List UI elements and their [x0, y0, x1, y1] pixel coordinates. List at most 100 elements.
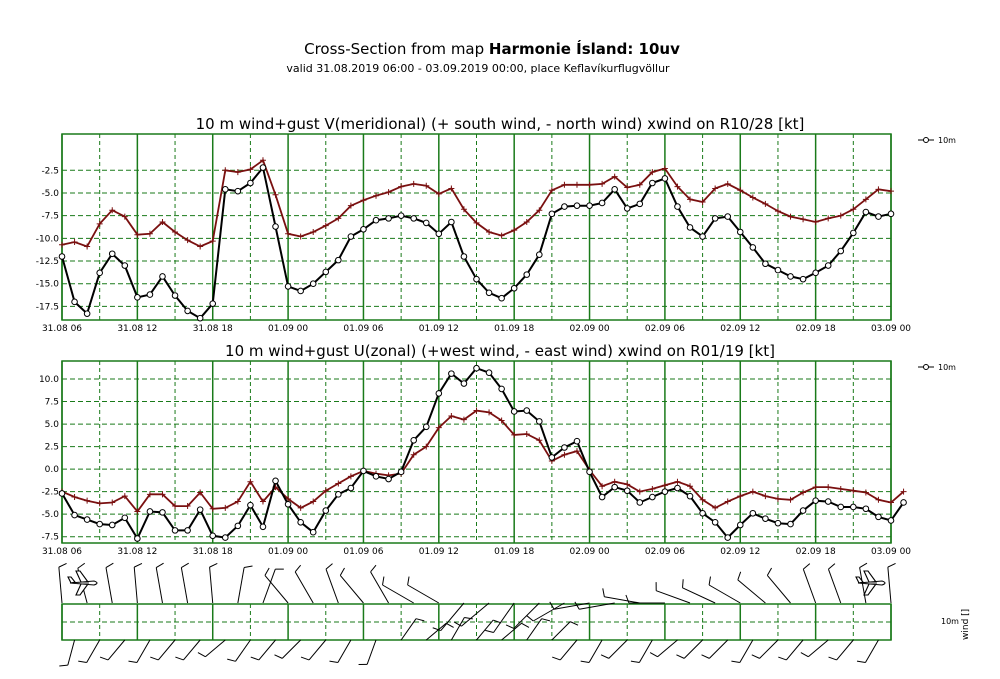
- zonal-wind-point: [749, 509, 757, 517]
- upper-wind-barb-feather: [181, 562, 189, 568]
- lower-wind-barb-feather: [300, 656, 310, 661]
- zonal-wind-point: [485, 369, 493, 377]
- meridional-gust-point: [523, 219, 530, 226]
- meridional-wind-point: [159, 273, 166, 280]
- lower-wind-barb-staff: [425, 622, 447, 641]
- zonal-wind-point: [372, 473, 380, 480]
- zonal-gust-point: [197, 489, 204, 496]
- zonal-gust-point: [96, 500, 103, 507]
- meridional-xtick-label: 01.09 12: [419, 324, 459, 334]
- zonal-gust-point: [762, 493, 769, 500]
- zonal-xtick-label: 01.09 00: [268, 547, 308, 557]
- zonal-wind-point: [284, 500, 292, 508]
- zonal-wind-point: [649, 493, 656, 501]
- meridional-gust-point: [385, 189, 392, 196]
- meridional-wind-point: [284, 283, 292, 290]
- zonal-gust-point: [699, 496, 706, 503]
- meridional-wind-point: [372, 216, 380, 224]
- zonal-wind-point: [309, 528, 317, 536]
- upper-wind-barb-feather: [505, 624, 515, 629]
- meridional-gust-point: [109, 207, 116, 214]
- lower-wind-barb-feather: [731, 660, 740, 664]
- meridional-wind-point: [247, 179, 254, 187]
- zonal-gust-point: [121, 493, 128, 500]
- zonal-wind-point: [435, 390, 443, 397]
- meridional-gust-point: [172, 228, 179, 235]
- lower-wind-barb-feather: [464, 616, 473, 620]
- zonal-wind-point: [598, 493, 606, 501]
- lower-wind-barb-feather: [175, 656, 184, 661]
- meridional-xtick-label: 03.09 00: [871, 324, 911, 334]
- meridional-wind-point: [221, 186, 229, 193]
- wind-barb-panel: 10m wind []: [58, 562, 971, 667]
- upper-wind-barb-staff: [58, 567, 63, 604]
- airplane-icon: [855, 570, 886, 596]
- meridional-wind-point: [699, 233, 706, 240]
- upper-wind-barb-feather: [407, 576, 410, 586]
- meridional-wind-point: [636, 200, 644, 208]
- zonal-wind-point: [96, 520, 103, 528]
- meridional-gust-point: [272, 191, 279, 198]
- meridional-wind-point: [724, 213, 732, 220]
- meridional-gust-point: [84, 243, 91, 250]
- lower-wind-barb-feather: [274, 654, 283, 659]
- meridional-gust-point: [347, 202, 354, 209]
- upper-wind-barb-feather: [58, 563, 67, 568]
- zonal-gust-point: [536, 437, 543, 444]
- lower-wind-barb-staff: [337, 639, 352, 663]
- zonal-gust-point: [636, 488, 643, 495]
- meridional-gust-point: [297, 233, 304, 240]
- zonal-gust-point: [310, 498, 317, 505]
- meridional-wind-point: [736, 228, 744, 236]
- upper-wind-barb-staff: [461, 602, 490, 627]
- meridional-gust-point: [460, 206, 467, 213]
- meridional-xtick-label: 31.08 12: [117, 324, 157, 334]
- meridional-gust-point: [573, 181, 580, 188]
- zonal-wind-point: [221, 534, 229, 541]
- meridional-wind-point: [422, 219, 430, 227]
- upper-wind-barb-feather: [209, 563, 218, 568]
- meridional-gust-point: [197, 243, 204, 250]
- lower-wind-barb-staff: [258, 639, 276, 661]
- upper-wind-barb-staff: [209, 567, 214, 604]
- zonal-gust-point: [561, 451, 568, 458]
- zonal-xtick-label: 03.09 00: [871, 547, 911, 557]
- zonal-wind-point: [58, 490, 66, 497]
- meridional-ytick-label: -15.0: [36, 280, 60, 290]
- meridional-wind-point: [649, 179, 656, 187]
- zonal-xtick-label: 01.09 12: [419, 547, 459, 557]
- meridional-wind-point: [360, 225, 367, 233]
- zonal-ytick-label: -7.5: [41, 533, 59, 543]
- zonal-wind-point: [812, 497, 819, 504]
- zonal-xtick-label: 31.08 18: [193, 547, 233, 557]
- zonal-gust-point: [573, 448, 580, 455]
- meridional-legend-label: 10m: [938, 136, 956, 145]
- zonal-gust-point: [134, 508, 141, 515]
- meridional-xtick-label: 01.09 00: [268, 324, 308, 334]
- meridional-panel-title: 10 m wind+gust V(meridional) (+ south wi…: [196, 115, 805, 133]
- meridional-wind-point: [234, 187, 242, 195]
- zonal-wind-point: [736, 521, 744, 529]
- lower-wind-barb-staff: [476, 619, 494, 641]
- zonal-gust-point: [109, 499, 116, 506]
- upper-wind-barb-staff: [859, 567, 867, 604]
- upper-wind-barb-feather: [134, 563, 143, 568]
- upper-wind-barb-staff: [155, 567, 163, 604]
- zonal-wind-point: [247, 501, 254, 509]
- zonal-wind-point: [875, 513, 882, 521]
- lower-wind-barb-feather: [99, 656, 109, 661]
- lower-wind-barb-feather: [630, 660, 640, 664]
- upper-wind-barb-feather: [485, 629, 494, 633]
- zonal-wind-point: [83, 516, 91, 523]
- zonal-wind-point: [887, 517, 895, 524]
- meridional-gust-point: [360, 197, 367, 204]
- meridional-gust-point: [222, 167, 229, 174]
- zonal-wind-point: [711, 518, 719, 526]
- lower-wind-barb-feather: [197, 652, 206, 658]
- lower-wind-barb-staff: [183, 639, 201, 661]
- upper-wind-barb-staff: [604, 596, 640, 604]
- lower-wind-barb-feather: [856, 660, 866, 664]
- meridional-gust-point: [536, 207, 543, 214]
- meridional-gust-point: [121, 213, 128, 220]
- lower-wind-barb-feather: [580, 660, 590, 664]
